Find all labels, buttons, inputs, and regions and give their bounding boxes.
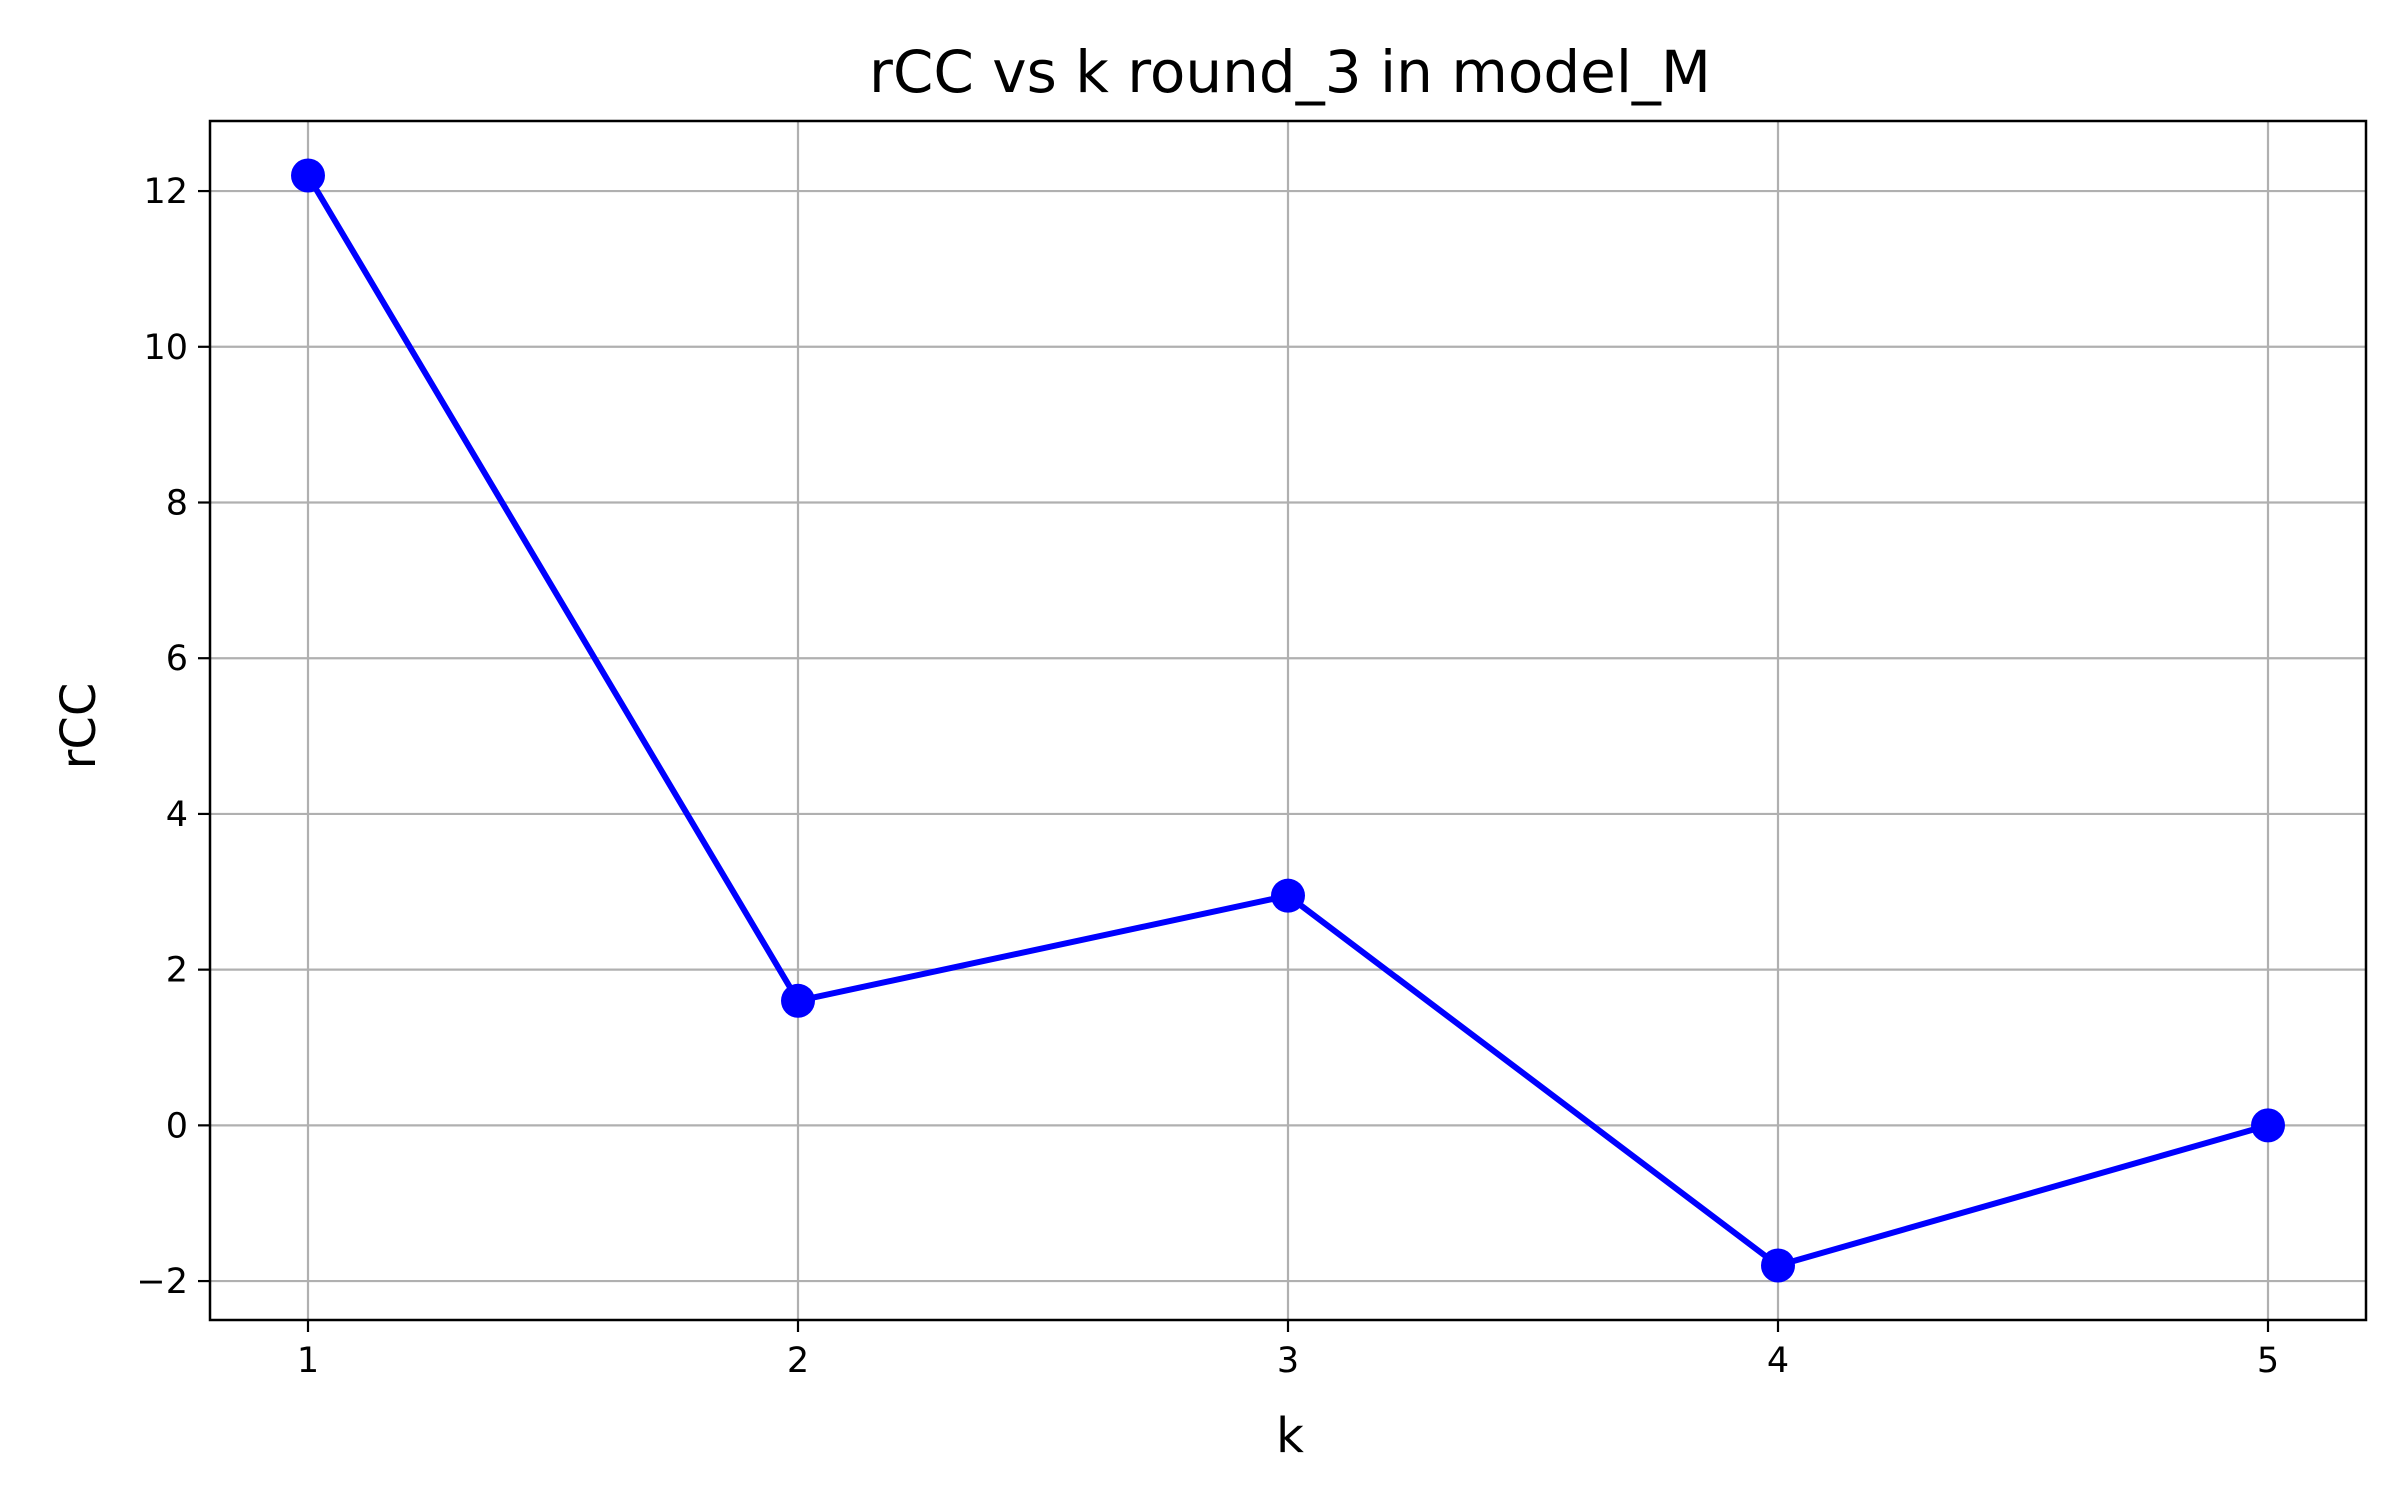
y-tick-label: 4 (166, 795, 188, 835)
x-tick-label: 1 (297, 1341, 319, 1381)
series (291, 158, 2285, 1283)
x-tick-label: 4 (1767, 1341, 1789, 1381)
data-point (291, 158, 325, 193)
x-tick-label: 5 (2257, 1341, 2279, 1381)
y-tick-label: 12 (143, 172, 188, 212)
y-tick-label: 0 (166, 1106, 188, 1146)
data-point (1271, 878, 1305, 913)
y-axis-label: rCC (51, 683, 107, 770)
y-tick-label: 8 (166, 484, 188, 524)
x-tick-label: 2 (787, 1341, 809, 1381)
y-tick-label: 6 (166, 639, 188, 679)
chart-title: rCC vs k round_3 in model_M (869, 38, 1711, 106)
data-point (781, 983, 815, 1018)
data-point (1761, 1248, 1795, 1283)
grid (210, 121, 2366, 1320)
y-tick-label: −2 (136, 1262, 188, 1302)
x-axis-label: k (1276, 1408, 1304, 1464)
data-point (2251, 1108, 2285, 1143)
y-tick-label: 10 (143, 328, 188, 368)
x-tick-label: 3 (1277, 1341, 1299, 1381)
y-tick-label: 2 (166, 951, 188, 991)
